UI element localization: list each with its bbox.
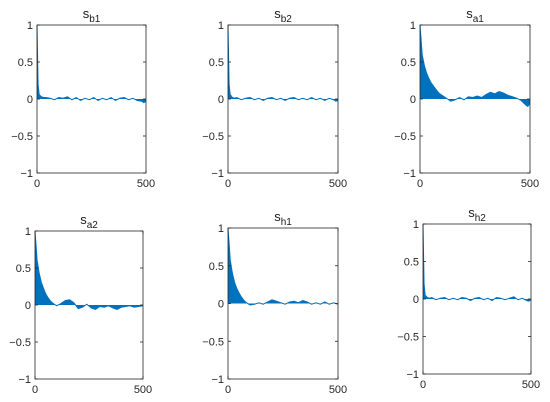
series-line-a2 xyxy=(34,230,144,310)
subplot-title-base: s xyxy=(274,209,281,224)
subplot-title-base: s xyxy=(274,6,281,21)
x-tick-label: 500 xyxy=(329,178,347,190)
y-tick-label: 0.5 xyxy=(404,257,419,269)
y-tick-label: 0 xyxy=(218,94,224,106)
y-tick-label: −1 xyxy=(403,168,416,180)
y-tick-label: 0 xyxy=(218,299,224,311)
y-tick-label: 0.5 xyxy=(401,57,416,69)
series-area-h1 xyxy=(228,228,338,306)
y-tick-label: −1 xyxy=(18,374,31,386)
y-tick-label: 1 xyxy=(27,20,33,32)
y-tick-label: −0.5 xyxy=(202,131,224,143)
x-tick-label: 0 xyxy=(34,178,40,190)
y-tick-label: 1 xyxy=(413,219,419,231)
y-tick-label: −1 xyxy=(406,369,419,381)
subplot-title-subscript: a2 xyxy=(87,220,99,231)
y-tick-label: 1 xyxy=(25,226,31,238)
y-tick-label: 0.5 xyxy=(209,57,224,69)
subplot-title: sh2 xyxy=(468,205,486,224)
subplot-title: sh1 xyxy=(274,209,292,228)
series-line-h1 xyxy=(227,227,339,306)
y-tick-label: −0.5 xyxy=(202,336,224,348)
subplot-title: sa1 xyxy=(466,6,484,25)
y-tick-label: −0.5 xyxy=(9,337,31,349)
subplot-title-subscript: a1 xyxy=(473,14,485,25)
subplot-title-subscript: h2 xyxy=(475,213,487,224)
x-tick-label: 500 xyxy=(137,178,155,190)
y-tick-label: 1 xyxy=(218,20,224,32)
series-line-b2 xyxy=(227,24,339,102)
x-tick-label: 500 xyxy=(329,384,347,396)
subplot-title-subscript: h1 xyxy=(281,217,293,228)
subplot-title-subscript: b1 xyxy=(89,14,101,25)
subplot-title-subscript: b2 xyxy=(281,14,293,25)
y-tick-label: −1 xyxy=(20,168,33,180)
y-tick-label: 0.5 xyxy=(209,261,224,273)
y-tick-label: 0 xyxy=(413,294,419,306)
y-tick-label: 0.5 xyxy=(16,263,31,275)
subplot-title-base: s xyxy=(83,6,90,21)
series-area-a2 xyxy=(35,231,143,310)
x-tick-label: 0 xyxy=(32,384,38,396)
subplot-title: sb2 xyxy=(274,6,292,25)
y-tick-label: 1 xyxy=(218,223,224,235)
y-tick-label: 0.5 xyxy=(18,57,33,69)
x-tick-label: 0 xyxy=(420,379,426,391)
subplot-title-base: s xyxy=(80,212,87,227)
series-line-h2 xyxy=(422,223,532,302)
y-tick-label: 0 xyxy=(410,94,416,106)
x-tick-label: 0 xyxy=(417,178,423,190)
series-area-a1 xyxy=(420,25,530,107)
x-tick-label: 500 xyxy=(522,379,540,391)
y-tick-label: −1 xyxy=(211,168,224,180)
x-tick-label: 500 xyxy=(134,384,152,396)
subplot-title: sb1 xyxy=(83,6,101,25)
x-tick-label: 0 xyxy=(225,384,231,396)
y-tick-label: 0 xyxy=(27,94,33,106)
subplot-title-base: s xyxy=(468,205,475,220)
series-line-b1 xyxy=(36,24,147,104)
y-tick-label: 0 xyxy=(25,300,31,312)
y-tick-label: −0.5 xyxy=(11,131,33,143)
y-tick-label: −1 xyxy=(211,374,224,386)
series-line-a1 xyxy=(419,24,531,108)
x-tick-label: 0 xyxy=(225,178,231,190)
y-tick-label: 1 xyxy=(410,20,416,32)
y-tick-label: −0.5 xyxy=(394,131,416,143)
x-tick-label: 500 xyxy=(521,178,539,190)
subplot-title: sa2 xyxy=(80,212,98,231)
subplot-title-base: s xyxy=(466,6,473,21)
y-tick-label: −0.5 xyxy=(397,332,419,344)
